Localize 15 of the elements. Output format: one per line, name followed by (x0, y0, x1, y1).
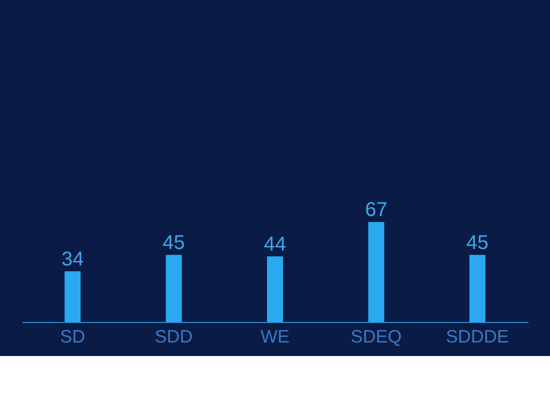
bar (166, 254, 182, 322)
bar (469, 254, 486, 322)
data-label: 67 (365, 199, 388, 221)
x-tick-label: SDEQ (350, 326, 402, 346)
data-label: 44 (264, 233, 286, 256)
data-label: 45 (466, 232, 489, 254)
data-label: 45 (162, 232, 185, 254)
x-tick-label: SDDDE (446, 326, 509, 346)
bar (267, 256, 283, 322)
data-label: 34 (61, 248, 84, 270)
x-tick-label: SDD (154, 326, 193, 346)
x-tick-label: SD (60, 326, 86, 346)
bar (64, 271, 81, 322)
bar (368, 222, 384, 322)
x-tick-label: WE (260, 326, 290, 346)
